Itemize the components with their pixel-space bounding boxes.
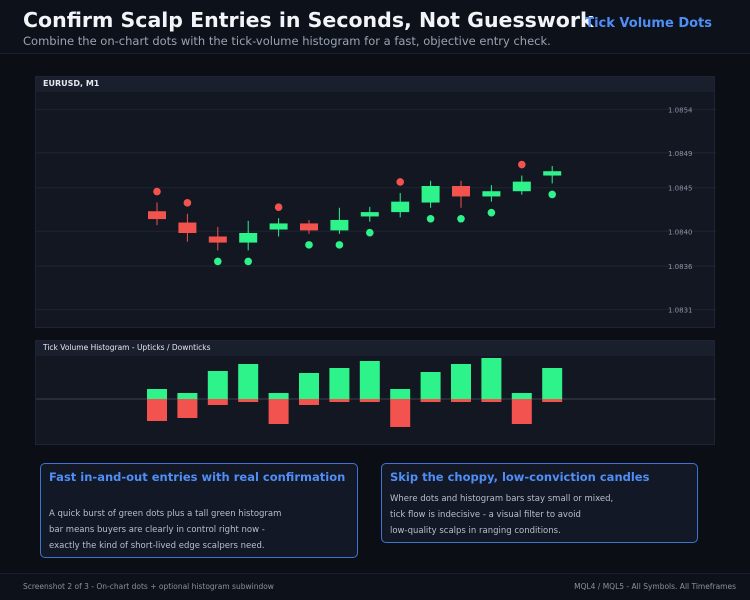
candle-body <box>391 201 410 213</box>
candle-body <box>148 211 166 220</box>
footer: Screenshot 2 of 3 - On-chart dots + opti… <box>0 573 750 600</box>
downtick-bar <box>177 399 198 418</box>
uptick-bar <box>511 393 532 399</box>
price-chart-panel[interactable]: 1.0854 1.0849 1.0845 1.0840 1.0836 1.0831 EUR… <box>35 76 716 329</box>
downtick-bar <box>542 399 563 402</box>
downtick-bar <box>481 399 502 402</box>
y-tick-label: 1.0831 <box>668 307 693 315</box>
candle-body <box>360 212 379 217</box>
y-tick-label: 1.0845 <box>668 185 693 193</box>
card-line: Where dots and histogram bars stay small… <box>390 494 614 504</box>
downtick-bar <box>420 399 441 402</box>
candle-body <box>269 223 288 230</box>
sell-dot <box>274 203 283 212</box>
downtick-bar <box>390 399 411 427</box>
downtick-bar <box>511 399 532 424</box>
uptick-bar <box>147 389 167 399</box>
buy-dot <box>426 214 435 223</box>
histogram-label: Tick Volume Histogram - Upticks / Downti… <box>43 343 211 352</box>
sell-dot <box>153 187 161 196</box>
y-tick-label: 1.0836 <box>668 263 693 271</box>
footer-left-text: Screenshot 2 of 3 - On-chart dots + opti… <box>23 582 274 591</box>
y-tick-label: 1.0854 <box>668 106 693 114</box>
candle-body <box>208 236 227 243</box>
uptick-bar <box>390 389 411 399</box>
card-title: Fast in-and-out entries with real confir… <box>49 470 346 484</box>
sell-dot <box>183 199 192 207</box>
symbol-label: EURUSD, M1 <box>43 79 100 88</box>
card-body: Where dots and histogram bars stay small… <box>390 491 690 539</box>
page-title: Confirm Scalp Entries in Seconds, Not Gu… <box>23 8 594 32</box>
card-body: A quick burst of green dots plus a tall … <box>49 506 349 554</box>
card-line: low-quality scalps in ranging conditions… <box>390 526 561 536</box>
candle-body <box>239 233 258 243</box>
card-line: exactly the kind of short-lived edge sca… <box>49 541 265 551</box>
page-subtitle: Combine the on-chart dots with the tick-… <box>23 34 551 48</box>
uptick-bar <box>542 368 563 399</box>
buy-dot <box>366 228 374 237</box>
candle-body <box>330 219 349 231</box>
card-line: A quick burst of green dots plus a tall … <box>49 509 282 519</box>
buy-dot <box>214 257 222 266</box>
buy-dot <box>305 241 313 249</box>
candle-body <box>482 191 501 197</box>
buy-dot <box>487 208 496 217</box>
uptick-bar <box>329 368 350 399</box>
candle-body <box>452 186 470 197</box>
tick-volume-histogram[interactable] <box>36 341 716 446</box>
downtick-bar <box>329 399 350 402</box>
sell-dot <box>396 178 405 186</box>
histogram-header: Tick Volume Histogram - Upticks / Downti… <box>36 341 714 356</box>
buy-dot <box>335 241 344 249</box>
uptick-bar <box>177 393 198 399</box>
candle-body <box>512 181 531 192</box>
card-line: bar means buyers are clearly in control … <box>49 525 265 535</box>
downtick-bar <box>147 399 167 421</box>
price-chart-header: EURUSD, M1 <box>36 77 714 92</box>
sell-dot <box>518 160 526 169</box>
candle-body <box>421 186 440 203</box>
candle-body <box>300 223 318 231</box>
uptick-bar <box>238 364 259 399</box>
header: Confirm Scalp Entries in Seconds, Not Gu… <box>0 0 750 54</box>
card-title: Skip the choppy, low-conviction candles <box>390 470 650 484</box>
buy-dot <box>244 257 252 266</box>
downtick-bar <box>299 399 319 405</box>
candle-body <box>178 222 197 233</box>
y-tick-label: 1.0840 <box>668 228 693 236</box>
card-line: tick flow is indecisive - a visual filte… <box>390 510 581 520</box>
uptick-bar <box>299 373 319 399</box>
downtick-bar <box>451 399 471 402</box>
y-tick-label: 1.0849 <box>668 150 693 158</box>
uptick-bar <box>420 372 441 399</box>
brand-label: Tick Volume Dots <box>585 16 712 31</box>
buy-dot <box>548 190 556 199</box>
uptick-bar <box>481 358 502 399</box>
downtick-bar <box>207 399 228 405</box>
downtick-bar <box>238 399 259 402</box>
histogram-panel[interactable]: Tick Volume Histogram - Upticks / Downti… <box>35 340 716 446</box>
downtick-bar <box>268 399 289 424</box>
info-card-fast-entries: Fast in-and-out entries with real confir… <box>40 463 358 558</box>
uptick-bar <box>207 371 228 399</box>
price-chart[interactable]: 1.0854 1.0849 1.0845 1.0840 1.0836 1.0831 <box>36 77 716 329</box>
footer-right-text: MQL4 / MQL5 - All Symbols. All Timeframe… <box>574 582 736 591</box>
buy-dot <box>457 214 465 223</box>
info-card-skip-choppy: Skip the choppy, low-conviction candles … <box>381 463 698 543</box>
candle-body <box>543 171 562 176</box>
uptick-bar <box>451 364 471 399</box>
downtick-bar <box>359 399 380 402</box>
uptick-bar <box>268 393 289 399</box>
uptick-bar <box>359 361 380 399</box>
